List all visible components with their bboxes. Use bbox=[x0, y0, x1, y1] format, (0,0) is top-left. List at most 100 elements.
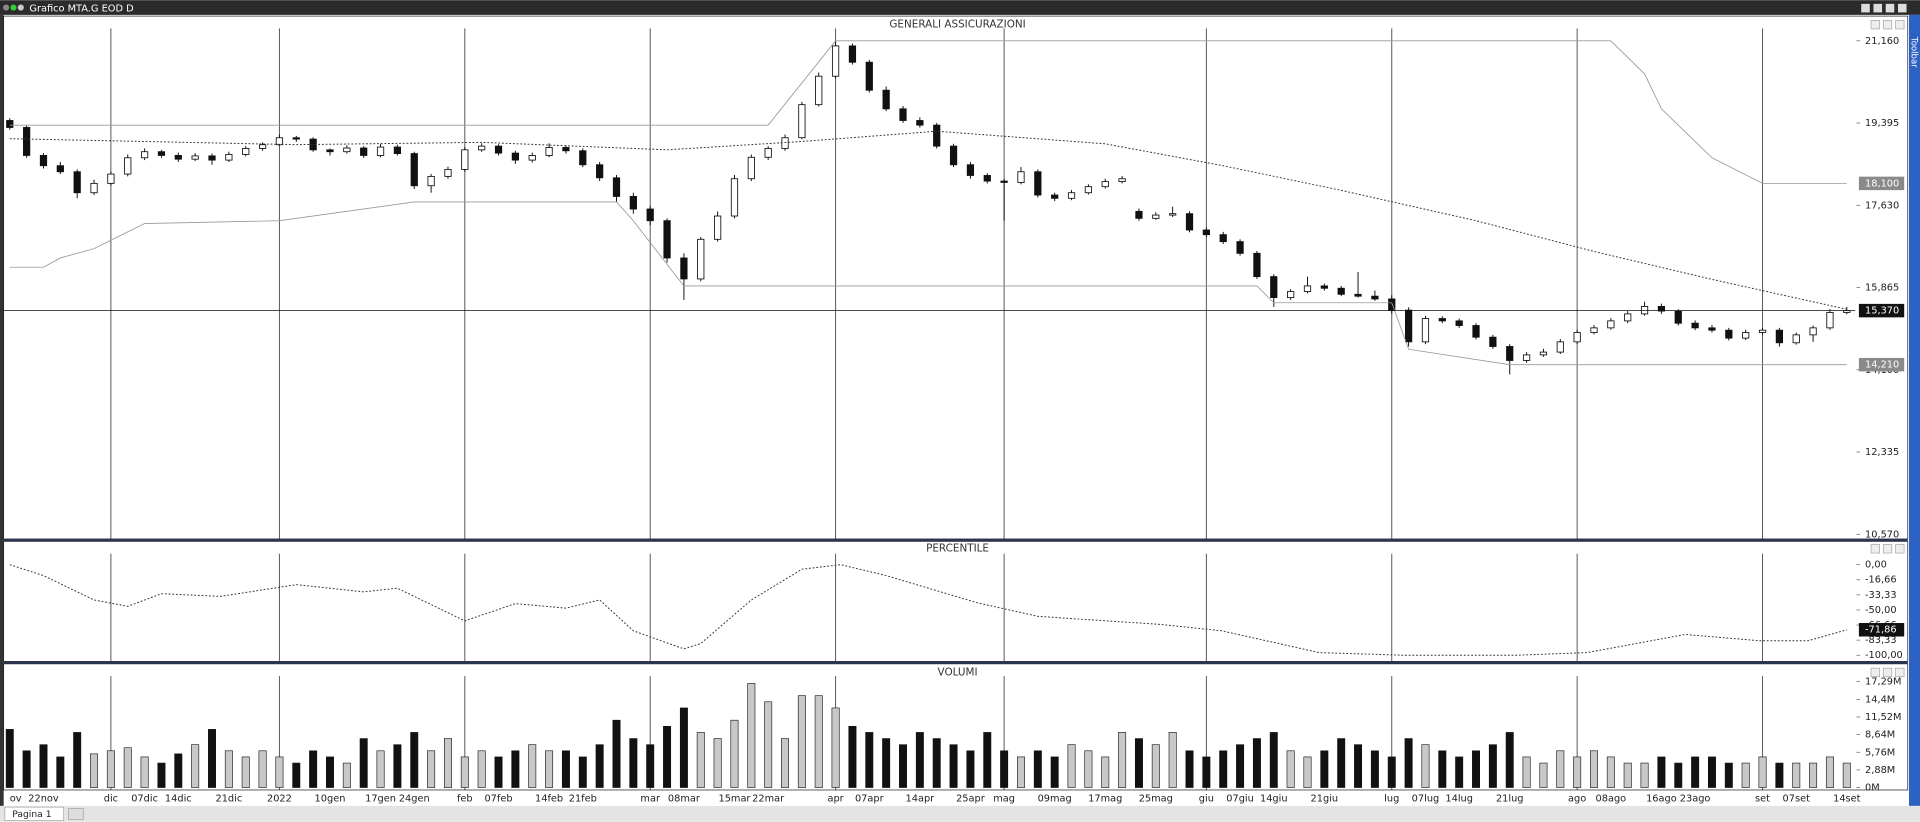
candle-body bbox=[1219, 234, 1227, 243]
candle-body bbox=[1000, 180, 1008, 183]
candle-body bbox=[1758, 329, 1767, 333]
volume-bar bbox=[1775, 762, 1784, 788]
window-title: Grafico MTA.G EOD D bbox=[29, 4, 133, 15]
x-tick-label: 14apr bbox=[906, 794, 936, 805]
toolbar-strip[interactable] bbox=[1908, 14, 1920, 806]
tab-label[interactable]: Pagina 1 bbox=[12, 809, 51, 820]
candle-body bbox=[1051, 194, 1059, 199]
window-button[interactable] bbox=[1861, 3, 1870, 13]
window-control[interactable] bbox=[17, 4, 24, 11]
panel-button[interactable] bbox=[1882, 544, 1893, 554]
x-tick-label: 17mag bbox=[1088, 794, 1122, 805]
volume-bar bbox=[56, 756, 65, 788]
volume-bar bbox=[1337, 738, 1346, 788]
volume-bar bbox=[882, 738, 891, 788]
volume-bar bbox=[511, 750, 520, 788]
volume-bar bbox=[5, 729, 14, 788]
candle-body bbox=[1506, 346, 1514, 361]
x-tick-label: ov bbox=[10, 794, 22, 805]
volume-bar bbox=[1151, 744, 1160, 788]
volume-bar bbox=[1842, 762, 1851, 788]
x-tick-label: 10gen bbox=[315, 794, 346, 805]
x-tick-label: 07feb bbox=[484, 794, 512, 805]
candle-body bbox=[815, 75, 823, 106]
candle-body bbox=[478, 145, 486, 151]
candle-body bbox=[1337, 287, 1345, 295]
window-button[interactable] bbox=[1897, 3, 1907, 13]
volume-bar bbox=[258, 750, 267, 788]
panel-button[interactable] bbox=[1870, 544, 1880, 554]
volume-bar bbox=[174, 753, 183, 788]
x-tick-label: 14lug bbox=[1445, 794, 1473, 805]
x-tick-label: 07dic bbox=[131, 794, 158, 805]
window-control[interactable] bbox=[3, 4, 10, 11]
volume-bar bbox=[376, 750, 385, 788]
candle-body bbox=[764, 148, 772, 158]
candle-body bbox=[663, 220, 671, 259]
tab[interactable] bbox=[4, 806, 64, 821]
x-tick-label: 16ago bbox=[1646, 794, 1677, 805]
candle-body bbox=[747, 156, 755, 180]
volume-bar bbox=[157, 762, 166, 788]
candle-body bbox=[528, 155, 536, 161]
x-tick-label: 08ago bbox=[1596, 794, 1627, 805]
y-tick-label: 17,29M bbox=[1865, 677, 1901, 688]
candle-body bbox=[916, 120, 924, 126]
y-tick-label: -83,33 bbox=[1865, 635, 1897, 646]
level-label: -71,86 bbox=[1865, 625, 1897, 636]
y-tick-label: 21,160 bbox=[1865, 36, 1899, 47]
candle-body bbox=[1640, 305, 1649, 315]
volume-bar bbox=[1118, 732, 1127, 788]
y-tick-label: 0M bbox=[1865, 783, 1880, 794]
volume-bar bbox=[22, 750, 31, 788]
volume-bar bbox=[208, 729, 216, 788]
candle-body bbox=[107, 173, 115, 184]
x-tick-label: apr bbox=[827, 794, 844, 805]
x-tick-label: 14dic bbox=[165, 794, 192, 805]
candle-body bbox=[1371, 295, 1379, 300]
panel-button[interactable] bbox=[1895, 667, 1905, 678]
panel-button[interactable] bbox=[1882, 20, 1893, 30]
window-button[interactable] bbox=[1873, 3, 1883, 13]
volume-bar bbox=[1488, 744, 1497, 788]
x-tick-label: 2022 bbox=[267, 794, 292, 805]
candle-body bbox=[730, 178, 739, 217]
x-tick-label: lug bbox=[1384, 794, 1399, 805]
x-tick-label: 25mag bbox=[1139, 794, 1173, 805]
candle-body bbox=[1742, 332, 1750, 339]
panel-button[interactable] bbox=[1895, 544, 1905, 554]
candle-body bbox=[1202, 229, 1210, 236]
volume-bar bbox=[1674, 762, 1683, 788]
y-tick-label: 15,865 bbox=[1865, 283, 1899, 294]
candle-body bbox=[882, 89, 890, 110]
volume-bar bbox=[309, 750, 318, 788]
volume-bar bbox=[1472, 750, 1481, 788]
toolbar-label[interactable]: Toolbar bbox=[1908, 36, 1918, 68]
level-label: 15,370 bbox=[1865, 306, 1899, 317]
volume-bar bbox=[1758, 756, 1767, 788]
window-button[interactable] bbox=[1885, 3, 1895, 13]
y-tick-label: 12,335 bbox=[1865, 447, 1899, 458]
new-tab[interactable] bbox=[68, 808, 84, 820]
x-tick-label: 21dic bbox=[215, 794, 242, 805]
channel-line bbox=[9, 40, 1847, 184]
candle-body bbox=[410, 153, 418, 187]
panel-button[interactable] bbox=[1870, 667, 1880, 678]
panel-button[interactable] bbox=[1870, 20, 1880, 30]
volume-bar bbox=[848, 726, 857, 788]
volume-bar bbox=[1404, 738, 1413, 788]
candle-body bbox=[225, 154, 233, 161]
candle-body bbox=[680, 257, 688, 280]
window-control[interactable] bbox=[10, 4, 17, 11]
candle-body bbox=[596, 164, 604, 179]
panel-button[interactable] bbox=[1882, 667, 1893, 678]
candle-body bbox=[983, 175, 991, 182]
panel-button[interactable] bbox=[1895, 20, 1905, 30]
volume-bar bbox=[595, 744, 604, 788]
volume-bar bbox=[831, 707, 840, 788]
volume-bar bbox=[1236, 744, 1245, 788]
y-tick-label: 14,4M bbox=[1865, 694, 1895, 705]
level-box bbox=[1858, 623, 1905, 637]
candle-body bbox=[646, 208, 654, 222]
